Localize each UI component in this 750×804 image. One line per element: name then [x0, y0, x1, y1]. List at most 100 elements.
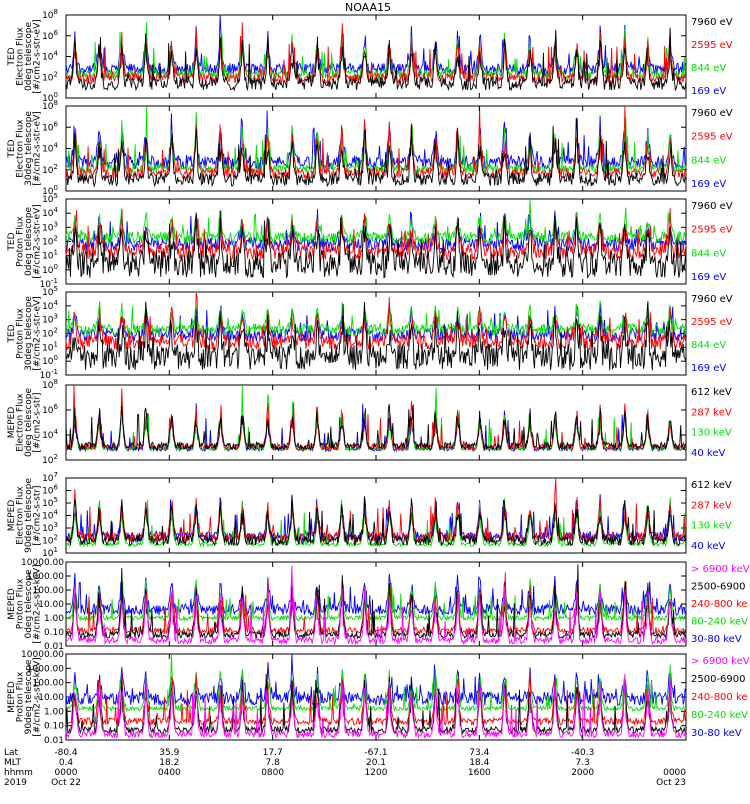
series-trace — [65, 564, 687, 640]
y-axis-label: 0deg telescope — [24, 569, 34, 639]
x-axis-lat-label: 35.9 — [159, 748, 179, 758]
x-axis-row-label: Lat — [4, 748, 19, 758]
series-trace — [65, 385, 687, 452]
y-tick-label: 104 — [42, 428, 58, 441]
x-axis-date-label: Oct 22 — [51, 778, 81, 788]
y-tick-label: 100.00 — [33, 679, 65, 689]
y-tick-label: 104 — [42, 509, 58, 522]
y-axis-label: TED — [7, 324, 17, 343]
y-tick-label: 108 — [42, 378, 58, 391]
legend-entry: 7960 eV — [691, 294, 733, 305]
y-axis-label: [#/cm2-s-str-eV] — [33, 111, 43, 186]
x-axis-hhmm-label: 0800 — [261, 768, 284, 778]
y-tick-label: 101 — [42, 546, 58, 559]
y-tick-label: 1.00 — [44, 707, 64, 717]
y-axis-label: [#/cm2-s-str-keV] — [33, 657, 43, 736]
y-axis-label: Proton Flux — [16, 671, 26, 722]
legend-entry: 169 eV — [691, 86, 726, 97]
y-tick-label: 104 — [42, 299, 58, 312]
series-trace — [65, 572, 687, 617]
legend-entry: 844 eV — [691, 340, 726, 351]
y-tick-label: 103 — [42, 220, 58, 233]
y-tick-label: 102 — [42, 327, 58, 340]
y-axis-label: Proton Flux — [16, 308, 26, 359]
y-tick-label: 105 — [42, 496, 58, 509]
y-tick-label: 10000.00 — [21, 558, 64, 568]
series-trace — [65, 301, 687, 371]
y-axis-label: TED — [7, 139, 17, 158]
x-axis-mlt-label: 0.4 — [59, 758, 74, 768]
y-tick-label: 0.01 — [44, 642, 64, 652]
y-axis-label: [#/cm2-s-str-eV] — [33, 19, 43, 94]
y-axis-label: MEPED — [7, 500, 17, 532]
y-tick-label: 103 — [42, 313, 58, 326]
x-axis-lat-label: -80.4 — [54, 748, 78, 758]
series-trace — [65, 477, 686, 544]
x-axis-row-label: MLT — [4, 758, 22, 768]
y-tick-label: 102 — [42, 163, 58, 176]
y-tick-label: 10.00 — [38, 600, 64, 610]
legend-entry: 240-800 ke — [691, 692, 748, 703]
x-axis-mlt-label: 7.8 — [266, 758, 281, 768]
panel-frame — [65, 14, 687, 99]
legend-entry: 169 eV — [691, 363, 726, 374]
y-tick-label: 10-1 — [40, 277, 58, 290]
x-axis-mlt-label: 18.4 — [469, 758, 489, 768]
series-trace — [65, 578, 687, 622]
y-tick-label: 1000.00 — [27, 664, 64, 674]
series-trace — [65, 292, 687, 351]
series-trace — [65, 572, 687, 636]
legend-entry: 7960 eV — [691, 17, 733, 28]
series-trace — [65, 210, 687, 280]
legend-entry: 2595 eV — [691, 40, 733, 51]
y-tick-label: 100 — [42, 184, 58, 197]
series-trace — [65, 496, 687, 547]
legend-entry: 2595 eV — [691, 132, 733, 143]
legend-entry: 130 keV — [691, 521, 732, 532]
y-axis-label: Electron Flux — [16, 393, 26, 452]
y-tick-label: 100.00 — [33, 586, 65, 596]
legend-entry: 844 eV — [691, 248, 726, 259]
legend-entry: 844 eV — [691, 63, 726, 74]
legend-entry: 169 eV — [691, 272, 726, 283]
y-tick-label: 105 — [42, 285, 58, 298]
legend-entry: 844 eV — [691, 155, 726, 166]
y-axis-label: [#/cm2-s-str] — [33, 485, 43, 545]
figure-title: NOAA15 — [345, 1, 391, 14]
series-trace — [65, 385, 687, 452]
legend-entry: 2595 eV — [691, 225, 733, 236]
x-axis-hhmm-label: 0000 — [663, 768, 686, 778]
y-axis-label: TED — [7, 47, 17, 66]
x-axis-lat-label: 73.4 — [469, 748, 489, 758]
x-axis-mlt-label: 20.1 — [366, 758, 386, 768]
y-tick-label: 101 — [42, 340, 58, 353]
y-tick-label: 106 — [42, 120, 58, 133]
y-tick-label: 0.01 — [44, 736, 64, 746]
y-tick-label: 106 — [42, 29, 58, 42]
y-tick-label: 102 — [42, 534, 58, 547]
series-trace — [65, 118, 687, 188]
panel-frame — [65, 561, 687, 647]
series-trace — [65, 14, 686, 77]
y-tick-label: 10.00 — [38, 693, 64, 703]
y-axis-label: 30deg telescope — [24, 111, 34, 186]
y-axis-label: MEPED — [7, 588, 17, 620]
legend-entry: 2500-6900 — [691, 674, 746, 685]
series-trace — [65, 209, 687, 253]
x-axis-hhmm-label: 1600 — [468, 768, 491, 778]
x-axis-date-label: Oct 23 — [656, 778, 686, 788]
legend-entry: > 6900 keV — [691, 656, 750, 667]
legend-entry: 30-80 keV — [691, 728, 742, 739]
series-trace — [65, 110, 687, 171]
legend-entry: > 6900 keV — [691, 564, 750, 575]
y-axis-label: TED — [7, 232, 17, 251]
x-axis-mlt-label: 7.3 — [576, 758, 590, 768]
y-axis-label: Proton Flux — [16, 578, 26, 629]
y-tick-label: 102 — [42, 453, 58, 466]
y-tick-label: 1.00 — [44, 614, 64, 624]
legend-entry: 7960 eV — [691, 108, 733, 119]
series-trace — [65, 105, 687, 180]
y-tick-label: 106 — [42, 484, 58, 497]
